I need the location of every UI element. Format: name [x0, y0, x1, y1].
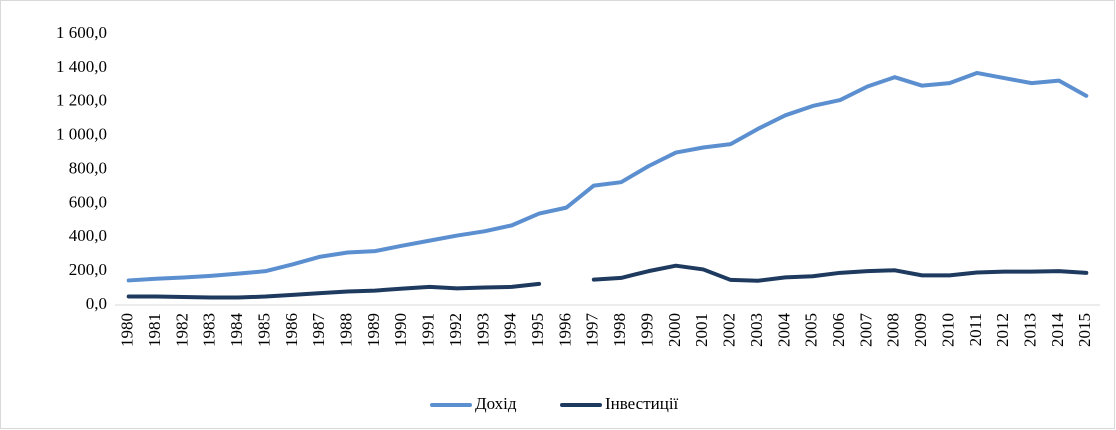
- x-tick-label: 2010: [938, 313, 957, 347]
- x-tick-label: 1984: [227, 313, 246, 348]
- y-tick-label: 0,0: [86, 294, 107, 313]
- x-tick-label: 1995: [528, 313, 547, 347]
- x-tick-label: 1983: [200, 313, 219, 347]
- series-line: [126, 70, 1089, 283]
- x-tick-label: 1988: [336, 313, 355, 347]
- x-tick-label: 1991: [419, 313, 438, 347]
- x-tick-label: 1993: [473, 313, 492, 347]
- x-tick-label: 2014: [1048, 313, 1067, 348]
- x-tick-label: 1986: [282, 313, 301, 347]
- x-tick-label: 2006: [829, 313, 848, 347]
- x-tick-label: 2002: [720, 313, 739, 347]
- x-tick-label: 2001: [692, 313, 711, 347]
- x-tick-label: 1985: [254, 313, 273, 347]
- legend-label: Дохід: [475, 394, 517, 413]
- x-tick-label: 2003: [747, 313, 766, 347]
- x-tick-label: 1982: [172, 313, 191, 347]
- x-tick-label: 2015: [1075, 313, 1094, 347]
- x-tick-label: 2000: [665, 313, 684, 347]
- x-tick-label: 2007: [856, 313, 875, 348]
- x-tick-label: 1987: [309, 313, 328, 348]
- x-tick-label: 2011: [966, 313, 985, 346]
- x-tick-label: 1994: [501, 312, 520, 347]
- x-tick-label: 1981: [145, 313, 164, 347]
- x-tick-label: 1989: [364, 313, 383, 347]
- y-tick-label: 1 400,0: [56, 57, 107, 76]
- x-tick-label: 2012: [993, 313, 1012, 347]
- x-tick-label: 2009: [911, 313, 930, 347]
- x-tick-label: 1996: [555, 313, 574, 347]
- y-tick-label: 200,0: [69, 260, 107, 279]
- y-tick-label: 1 600,0: [56, 23, 107, 42]
- y-tick-label: 400,0: [69, 226, 107, 245]
- x-tick-label: 1992: [446, 313, 465, 347]
- x-tick-label: 1980: [118, 313, 137, 347]
- y-tick-label: 600,0: [69, 192, 107, 211]
- y-tick-label: 1 200,0: [56, 91, 107, 110]
- series-line: [126, 263, 1089, 300]
- x-tick-label: 2005: [802, 313, 821, 347]
- y-tick-label: 800,0: [69, 158, 107, 177]
- x-tick-label: 1997: [583, 313, 602, 348]
- y-tick-label: 1 000,0: [56, 125, 107, 144]
- x-tick-label: 1998: [610, 313, 629, 347]
- x-tick-label: 1990: [391, 313, 410, 347]
- x-tick-label: 2004: [774, 313, 793, 348]
- x-tick-label: 1999: [637, 313, 656, 347]
- x-tick-label: 2013: [1021, 313, 1040, 347]
- legend-label: Інвестиції: [605, 394, 679, 413]
- x-tick-label: 2008: [884, 313, 903, 347]
